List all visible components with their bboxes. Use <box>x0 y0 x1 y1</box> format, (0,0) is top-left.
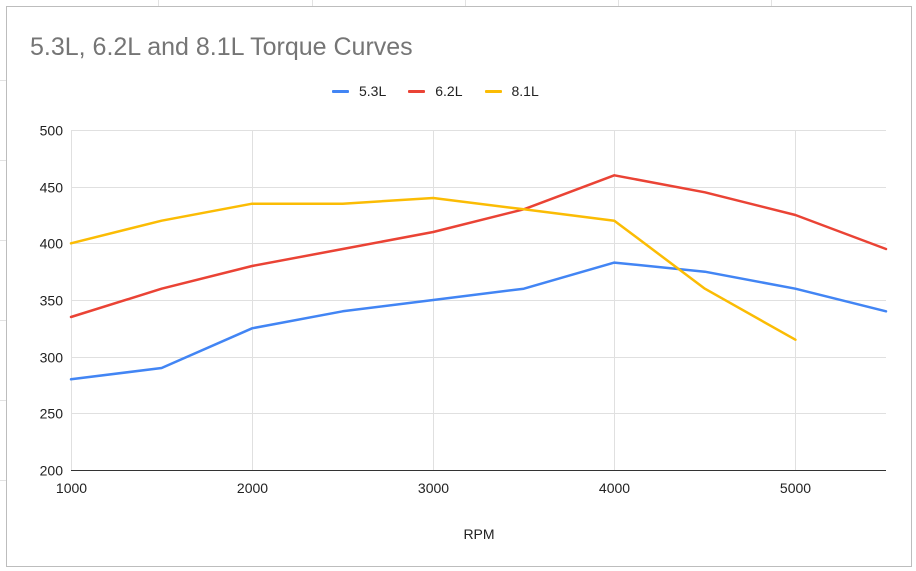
chart-legend: 5.3L 6.2L 8.1L <box>332 82 561 100</box>
tick-labels: 200 250 300 350 400 450 500 1000 2000 3000 4000 500… <box>40 123 812 497</box>
legend-item-5-3l[interactable]: 5.3L <box>332 83 386 99</box>
legend-label-6-2l: 6.2L <box>435 83 463 99</box>
series-line-5-3l[interactable] <box>69 261 888 381</box>
x-tick-label-1000: 1000 <box>56 480 87 496</box>
legend-swatch-5-3l <box>332 89 349 93</box>
y-tick-label-400: 400 <box>40 236 64 252</box>
y-tick-label-450: 450 <box>40 180 64 196</box>
x-tick-label-4000: 4000 <box>599 480 630 496</box>
series-line-8-1l[interactable] <box>69 196 797 341</box>
x-axis-title: RPM <box>463 526 494 542</box>
chart-container[interactable] <box>6 6 912 567</box>
legend-label-5-3l: 5.3L <box>359 83 387 99</box>
y-tick-label-300: 300 <box>40 350 64 366</box>
legend-item-8-1l[interactable]: 8.1L <box>484 83 539 99</box>
legend-item-6-2l[interactable]: 6.2L <box>408 83 463 99</box>
x-tick-label-2000: 2000 <box>237 480 268 496</box>
series-lines <box>69 174 888 381</box>
y-tick-label-350: 350 <box>40 293 64 309</box>
legend-label-8-1l: 8.1L <box>511 83 539 99</box>
y-tick-label-250: 250 <box>40 406 64 422</box>
legend-swatch-6-2l <box>408 89 426 93</box>
x-tick-label-5000: 5000 <box>780 480 811 496</box>
legend-swatch-8-1l <box>484 89 502 93</box>
chart-title: 5.3L, 6.2L and 8.1L Torque Curves <box>30 33 413 61</box>
y-tick-label-200: 200 <box>40 463 64 479</box>
series-line-6-2l[interactable] <box>69 174 888 319</box>
gridlines <box>71 130 886 471</box>
y-tick-label-500: 500 <box>40 123 64 139</box>
x-tick-label-3000: 3000 <box>418 480 449 496</box>
